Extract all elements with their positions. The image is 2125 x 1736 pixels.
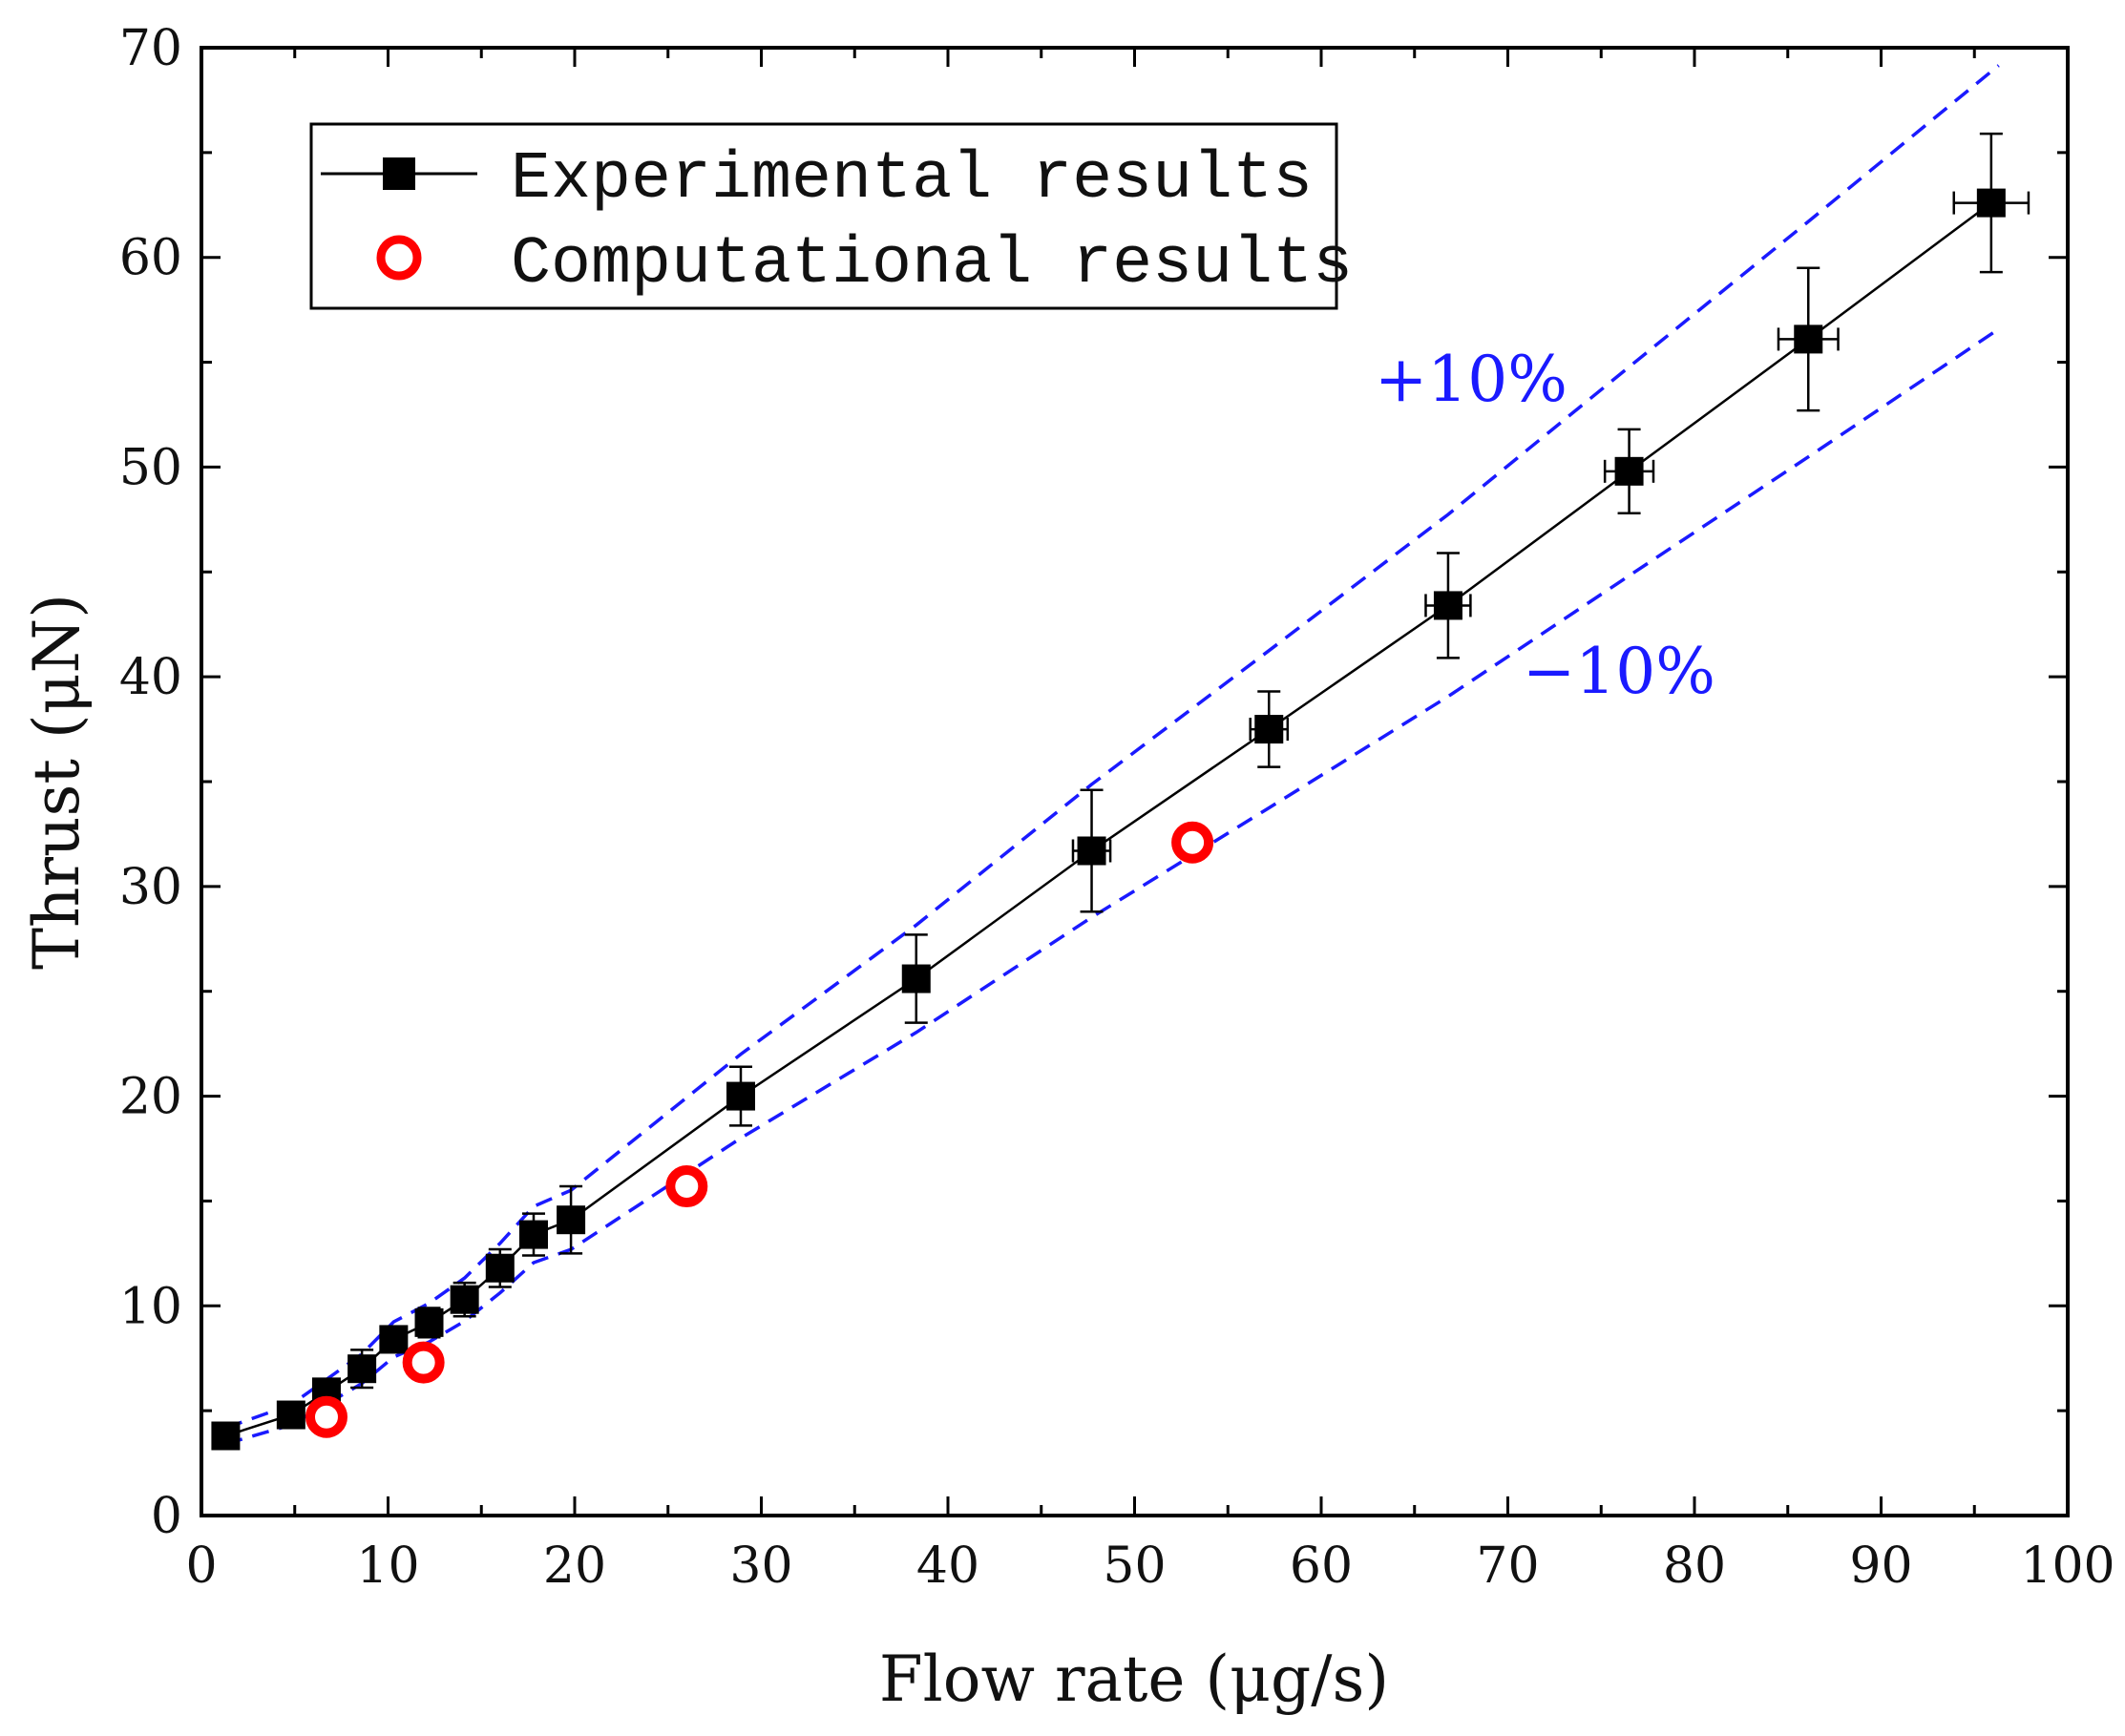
experimental-point [379, 1325, 409, 1354]
y-tick-label: 40 [119, 649, 182, 706]
y-tick-label: 30 [119, 859, 182, 916]
legend: Experimental results Computational resul… [309, 122, 1353, 310]
experimental-point [1976, 188, 2006, 218]
experimental-point [347, 1354, 377, 1384]
band-label-plus: +10% [1375, 343, 1567, 416]
legend-circle-icon [376, 235, 422, 281]
data-series [211, 132, 2030, 1451]
experimental-point [1794, 324, 1823, 354]
y-tick-label: 60 [119, 230, 182, 287]
experimental-point [1254, 715, 1284, 744]
x-tick-label: 20 [543, 1537, 606, 1595]
x-tick-label: 40 [916, 1537, 979, 1595]
y-tick-label: 50 [119, 439, 182, 496]
x-tick-label: 50 [1103, 1537, 1166, 1595]
legend-square-icon [383, 157, 415, 190]
experimental-point [557, 1205, 586, 1235]
legend-label-experimental: Experimental results [511, 142, 1313, 218]
legend-box [309, 122, 1338, 310]
computational-point [665, 1165, 708, 1208]
axes: 0 10 20 30 40 50 60 70 80 90 100 0 10 20 30 40 50 60 70 [119, 20, 2115, 1595]
computational-point [1171, 821, 1214, 864]
x-tick-label: 80 [1663, 1537, 1726, 1595]
x-tick-label: 100 [2020, 1537, 2114, 1595]
plot-frame [200, 46, 2070, 1517]
x-tick-label: 90 [1849, 1537, 1912, 1595]
experimental-point [1614, 456, 1644, 486]
experimental-point [1077, 836, 1106, 866]
legend-label-computational: Computational results [511, 227, 1353, 303]
experimental-point [450, 1285, 479, 1314]
computational-point [402, 1341, 445, 1384]
band-label-minus: −10% [1523, 635, 1715, 708]
y-axis-title: Thrust (μN) [20, 594, 94, 970]
x-axis-title: Flow rate (μg/s) [879, 1642, 1389, 1716]
x-tick-label: 70 [1476, 1537, 1539, 1595]
experimental-point [901, 964, 931, 993]
x-tick-label: 10 [356, 1537, 419, 1595]
x-tick-label: 60 [1290, 1537, 1353, 1595]
experimental-point [518, 1220, 548, 1249]
experimental-point [1433, 591, 1462, 620]
computational-point [305, 1395, 347, 1438]
experimental-point [485, 1253, 515, 1283]
experimental-point [211, 1421, 241, 1451]
x-tick-label: 30 [729, 1537, 792, 1595]
x-tick-label: 0 [185, 1537, 217, 1595]
experimental-point [726, 1081, 755, 1111]
experimental-point [276, 1400, 305, 1430]
experimental-point [414, 1307, 444, 1337]
y-tick-label: 10 [119, 1278, 182, 1335]
y-tick-label: 0 [151, 1488, 182, 1545]
y-tick-label: 20 [119, 1069, 182, 1126]
y-tick-label: 70 [119, 20, 182, 77]
